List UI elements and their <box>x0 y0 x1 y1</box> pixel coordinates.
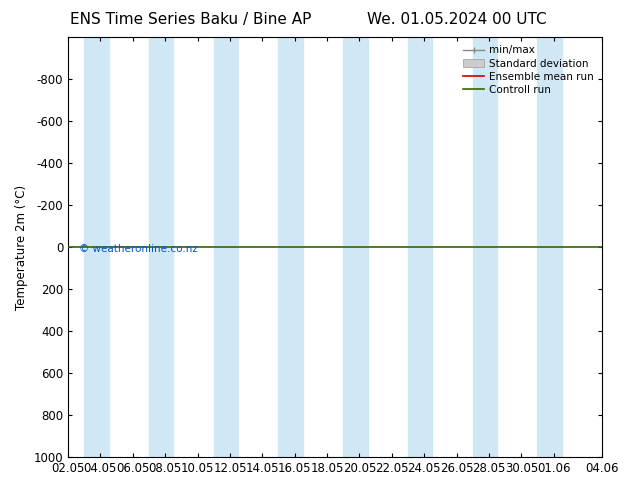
Bar <box>278 37 303 457</box>
Bar <box>84 37 108 457</box>
Text: We. 01.05.2024 00 UTC: We. 01.05.2024 00 UTC <box>366 12 547 27</box>
Y-axis label: Temperature 2m (°C): Temperature 2m (°C) <box>15 185 28 310</box>
Text: ENS Time Series Baku / Bine AP: ENS Time Series Baku / Bine AP <box>70 12 311 27</box>
Bar <box>214 37 238 457</box>
Text: © weatheronline.co.nz: © weatheronline.co.nz <box>79 244 198 254</box>
Bar <box>408 37 432 457</box>
Bar <box>473 37 497 457</box>
Bar <box>538 37 562 457</box>
Legend: min/max, Standard deviation, Ensemble mean run, Controll run: min/max, Standard deviation, Ensemble me… <box>460 42 597 98</box>
Bar <box>149 37 173 457</box>
Bar <box>343 37 368 457</box>
